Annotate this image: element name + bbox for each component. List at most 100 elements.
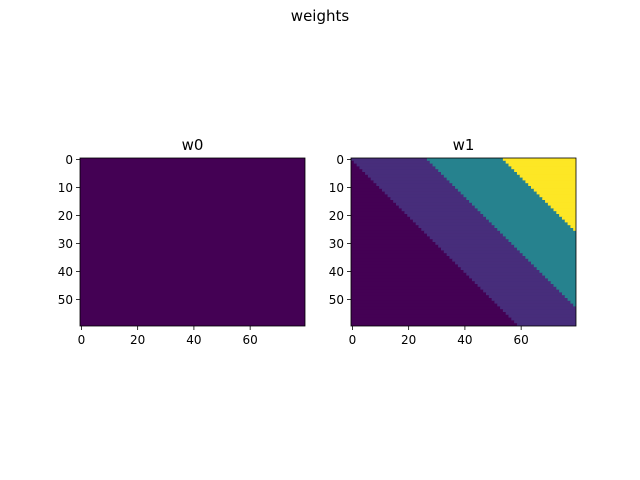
heatmap-cell-run — [452, 183, 529, 187]
heatmap-cell-run — [351, 233, 428, 237]
x-tick-label: 60 — [514, 333, 529, 347]
heatmap-cell-run — [381, 188, 459, 193]
heatmap-cell-run — [463, 270, 541, 274]
y-tick-label: 40 — [58, 265, 73, 279]
heatmap-cell-run — [550, 205, 576, 209]
heatmap-cell-run — [508, 314, 576, 319]
heatmap-cell-run — [415, 222, 493, 226]
heatmap-cell-run — [351, 314, 510, 319]
heatmap-cell-run — [351, 261, 456, 265]
heatmap-cell-run — [351, 158, 428, 162]
y-tick-label: 0 — [65, 153, 73, 167]
heatmap-cell-run — [466, 272, 543, 277]
heatmap-cell-run — [351, 286, 481, 291]
heatmap-cell-run — [351, 298, 493, 302]
heatmap-cell-run — [351, 281, 476, 285]
heatmap-cell-run — [511, 242, 576, 246]
heatmap-cell-run — [542, 272, 576, 277]
heatmap-cell-run — [351, 225, 420, 229]
heatmap-cell-run — [567, 222, 576, 226]
heatmap-cell-run — [407, 214, 484, 218]
heatmap-cell-run — [351, 228, 422, 232]
heatmap-cell-run — [351, 169, 363, 173]
heatmap-cell-run — [570, 225, 576, 229]
heatmap-cell-run — [508, 163, 576, 167]
heatmap-cell-run — [351, 166, 361, 170]
heatmap-cell-run — [418, 225, 496, 229]
y-tick-label: 50 — [58, 293, 73, 307]
heatmap-cell-run — [351, 317, 512, 321]
heatmap-cell-run — [435, 166, 512, 170]
heatmap-cell-run — [429, 160, 507, 165]
heatmap-cell-run — [502, 158, 576, 162]
heatmap-cell-run — [455, 261, 532, 265]
y-tick-label: 20 — [329, 209, 344, 223]
heatmap-cell-run — [80, 158, 305, 326]
heatmap-cell-run — [412, 219, 490, 223]
heatmap-cell-run — [539, 270, 576, 274]
heatmap-cell-run — [522, 253, 576, 257]
heatmap-cell-run — [379, 186, 456, 190]
axes-title: w1 — [453, 136, 475, 154]
heatmap-cell-run — [351, 244, 439, 249]
heatmap-cell-run — [497, 228, 574, 232]
heatmap-cell-run — [441, 247, 518, 251]
y-tick-label: 30 — [58, 237, 73, 251]
heatmap-cell-run — [502, 309, 576, 313]
heatmap-cell-run — [351, 267, 462, 271]
heatmap-cell-run — [351, 236, 431, 240]
heatmap-cell-run — [449, 256, 526, 260]
heatmap-cell-run — [477, 284, 555, 288]
heatmap-cell-run — [398, 205, 476, 209]
heatmap-cell-run — [488, 295, 566, 299]
heatmap-cell-run — [351, 219, 414, 223]
heatmap-cell-run — [351, 216, 411, 221]
heatmap-cell-run — [435, 242, 512, 246]
y-tick-label: 40 — [329, 265, 344, 279]
heatmap-cell-run — [491, 298, 569, 302]
panel-w1: w1 0 20 40 60 0 10 20 30 40 50 — [329, 136, 577, 347]
heatmap-cell-run — [351, 191, 386, 195]
heatmap-cell-run — [365, 172, 442, 176]
heatmap-cell-run — [351, 295, 490, 299]
heatmap-cell-run — [505, 160, 576, 165]
heatmap-cell-run — [446, 177, 524, 181]
heatmap-cell-run — [466, 197, 543, 201]
y-tick-label: 30 — [329, 237, 344, 251]
heatmap-cell-run — [494, 225, 571, 229]
heatmap-cell-run — [502, 233, 576, 237]
heatmap-cell-run — [351, 160, 355, 165]
heatmap-cell-run — [356, 163, 434, 167]
heatmap-cell-run — [471, 202, 549, 207]
heatmap-cell-run — [486, 292, 563, 296]
heatmap-cell-run — [351, 278, 473, 282]
heatmap-cell-run — [351, 253, 448, 257]
heatmap-cell-run — [351, 272, 467, 277]
heatmap-cell-run — [410, 216, 487, 221]
x-tick-label: 0 — [78, 333, 86, 347]
heatmap-cell-run — [351, 323, 518, 326]
heatmap-cell-run — [441, 172, 518, 176]
heatmap-cell-run — [351, 292, 487, 296]
y-tick-label: 10 — [58, 181, 73, 195]
heatmap-cell-run — [387, 194, 465, 198]
heatmap-cell-run — [438, 244, 515, 249]
heatmap-cell-run — [424, 230, 501, 235]
heatmap-cell-run — [351, 230, 425, 235]
heatmap-cell-run — [460, 191, 538, 195]
heatmap-cell-run — [500, 230, 576, 235]
heatmap-cell-run — [351, 186, 380, 190]
heatmap-cell-run — [556, 286, 576, 291]
heatmap-cell-run — [351, 270, 465, 274]
y-tick-label: 10 — [329, 181, 344, 195]
heatmap-cell-run — [559, 214, 576, 218]
heatmap-cell-run — [519, 174, 576, 179]
heatmap-cell-run — [561, 216, 576, 221]
heatmap-cell-run — [519, 250, 576, 254]
heatmap-cell-run — [525, 256, 576, 260]
heatmap-cell-run — [511, 317, 576, 321]
heatmap-cell-run — [351, 177, 372, 181]
heatmap-cell-run — [351, 211, 406, 215]
heatmap-cell-run — [483, 289, 560, 293]
